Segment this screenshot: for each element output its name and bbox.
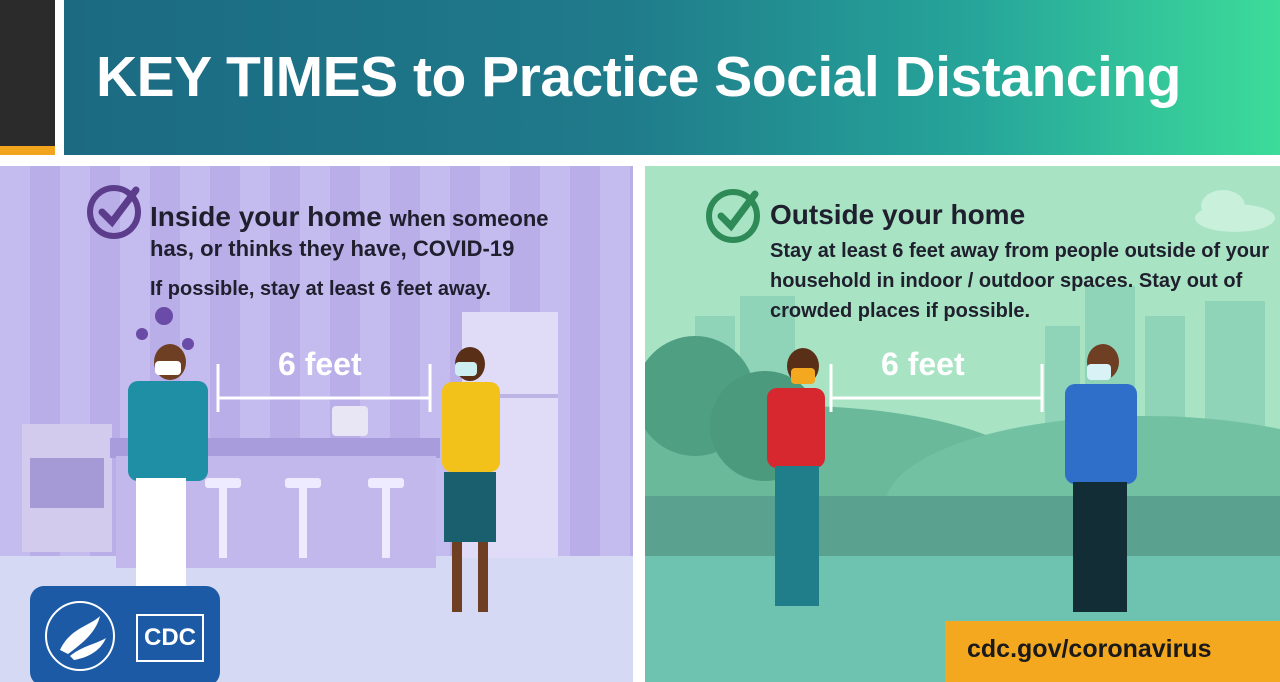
cdc-url-banner[interactable]: cdc.gov/coronavirus [945,621,1280,682]
inside-home-panel: Inside your home when someone has, or th… [0,166,633,682]
outside-home-advice: Stay at least 6 feet away from people ou… [770,240,1270,322]
header-banner [64,0,1280,155]
inside-home-heading-rest: when someone [389,206,549,231]
header-corner-stripe [0,146,55,155]
page-title: KEY TIMES to Practice Social Distancing [96,45,1181,109]
hhs-eagle-icon [45,601,115,671]
inside-distance-label: 6 feet [278,346,362,382]
cdc-wordmark: CDC [136,614,204,662]
cdc-logo: CDC [30,586,220,682]
outside-distance-label: 6 feet [881,346,965,382]
inside-home-heading-line2: has, or thinks they have, COVID-19 [150,236,515,261]
cloud-icon [1195,190,1275,232]
inside-home-heading: Inside your home when someone [150,201,549,232]
kitchen-scene-illustration [0,166,633,682]
header-corner-block [0,0,55,155]
outside-home-panel: Outside your home Stay at least 6 feet a… [645,166,1280,682]
check-circle-icon [87,185,141,239]
inside-home-advice: If possible, stay at least 6 feet away. [150,278,491,300]
cdc-url-link[interactable]: cdc.gov/coronavirus [967,635,1212,663]
virus-icon [136,307,194,350]
outside-home-heading: Outside your home [770,199,1026,230]
check-circle-icon [706,189,760,243]
